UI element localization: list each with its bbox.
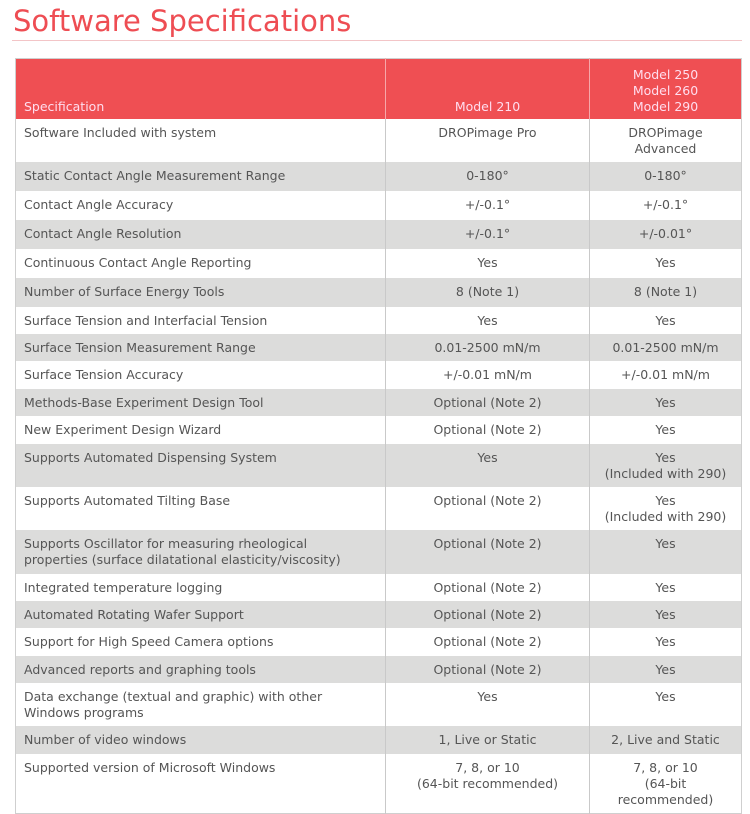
model-250-cell: 2, Live and Static [589,726,742,754]
model-250-cell: 0-180° [589,162,742,191]
model-210-cell: Yes [385,444,590,487]
spec-name-cell: Contact Angle Accuracy [24,197,174,212]
model-250-cell: Yes (Included with 290) [589,444,742,487]
table-row: Integrated temperature logging Optional (… [16,574,742,601]
spec-name-cell: Surface Tension and Interfacial Tension [24,313,268,328]
spec-name-cell: Automated Rotating Wafer Support [15,601,386,628]
spec-name-cell: Number of Surface Energy Tools [15,278,386,307]
spec-name-cell: Software Included with system [24,125,217,140]
spec-name-cell: Integrated temperature logging [24,580,223,595]
page-title: Software Specifications [13,4,352,38]
model-250-cell: Yes [589,683,742,726]
header-model-250-260-290: Model 250 Model 260 Model 290 [589,58,742,119]
model-250-cell: Yes [589,416,742,444]
model-210-cell: +/-0.1° [385,220,590,249]
table-row: Surface Tension Accuracy +/-0.01 mN/m +/-0… [16,361,742,389]
model-210-cell: Optional (Note 2) [385,416,590,444]
model-210-cell: Optional (Note 2) [385,656,590,683]
table-row: Continuous Contact Angle Reporting Yes Yes [16,249,742,278]
spec-name-cell: Contact Angle Resolution [15,220,386,249]
table-row: New Experiment Design Wizard Optional (No… [16,416,742,444]
model-210-cell: 0.01-2500 mN/m [385,334,590,361]
table-header: Specification Model 210 Model 250 Model … [15,58,742,119]
table-row: Advanced reports and graphing tools Optio… [15,656,742,683]
spec-name-cell: Advanced reports and graphing tools [15,656,386,683]
table-row: Automated Rotating Wafer Support Optional… [15,601,742,628]
spec-name-cell: Methods-Base Experiment Design Tool [15,389,386,416]
spec-name-cell: Surface Tension Accuracy [24,367,184,382]
model-250-cell: Yes [589,249,742,278]
header-model-210: Model 210 [385,58,590,119]
model-250-cell: 7, 8, or 10 (64-bit recommended) [589,754,742,814]
table-row: Software Included with system DROPimage P… [16,119,742,162]
spec-table: Specification Model 210 Model 250 Model … [15,58,742,814]
model-250-cell: Yes [589,574,742,601]
model-210-cell: Optional (Note 2) [385,389,590,416]
model-250-cell: Yes [589,656,742,683]
spec-name-cell: Support for High Speed Camera options [24,634,274,649]
model-250-cell: Yes [589,389,742,416]
table-row: Surface Tension and Interfacial Tension Y… [16,307,742,334]
spec-name-cell: New Experiment Design Wizard [24,422,222,437]
model-210-cell: 7, 8, or 10 (64-bit recommended) [385,754,590,814]
model-210-cell: +/-0.01 mN/m [385,361,590,389]
table-row: Static Contact Angle Measurement Range 0-… [15,162,742,191]
table-row: Surface Tension Measurement Range 0.01-25… [15,334,742,361]
spec-name-cell: Continuous Contact Angle Reporting [24,255,252,270]
spec-name-cell: Surface Tension Measurement Range [15,334,386,361]
table-row: Supported version of Microsoft Windows 7,… [16,754,742,814]
model-210-cell: DROPimage Pro [385,119,590,162]
header-specification: Specification [15,58,386,119]
model-210-cell: Optional (Note 2) [385,530,590,574]
spec-name-cell: Supports Automated Dispensing System [15,444,386,487]
title-divider [12,40,742,41]
spec-name-cell: Data exchange (textual and graphic) with… [24,689,323,720]
model-210-cell: Optional (Note 2) [385,574,590,601]
table-row: Methods-Base Experiment Design Tool Optio… [15,389,742,416]
model-210-cell: Optional (Note 2) [385,601,590,628]
model-250-cell: +/-0.01 mN/m [589,361,742,389]
model-210-cell: 1, Live or Static [385,726,590,754]
table-row: Number of video windows 1, Live or Static… [15,726,742,754]
model-250-cell: DROPimage Advanced [589,119,742,162]
spec-name-cell: Supports Oscillator for measuring rheolo… [15,530,386,574]
model-210-cell: Optional (Note 2) [385,487,590,530]
table-row: Contact Angle Accuracy +/-0.1° +/-0.1° [16,191,742,220]
model-210-cell: 8 (Note 1) [385,278,590,307]
model-210-cell: Optional (Note 2) [385,628,590,656]
table-row: Support for High Speed Camera options Opt… [16,628,742,656]
model-250-cell: Yes [589,307,742,334]
table-row: Supports Automated Dispensing System Yes Y… [15,444,742,487]
spec-name-cell: Supported version of Microsoft Windows [24,760,276,775]
table-row: Supports Oscillator for measuring rheolo… [15,530,742,574]
table-row: Contact Angle Resolution +/-0.1° +/-0.01° [15,220,742,249]
model-250-cell: +/-0.01° [589,220,742,249]
table-row: Data exchange (textual and graphic) with… [16,683,742,726]
model-250-cell: Yes [589,601,742,628]
model-210-cell: 0-180° [385,162,590,191]
model-210-cell: Yes [385,307,590,334]
table-row: Supports Automated Tilting Base Optional … [16,487,742,530]
table-row: Number of Surface Energy Tools 8 (Note 1)… [15,278,742,307]
model-210-cell: Yes [385,249,590,278]
spec-name-cell: Number of video windows [15,726,386,754]
model-210-cell: +/-0.1° [385,191,590,220]
model-250-cell: Yes (Included with 290) [589,487,742,530]
spec-name-cell: Static Contact Angle Measurement Range [15,162,386,191]
model-210-cell: Yes [385,683,590,726]
model-250-cell: Yes [589,530,742,574]
model-250-cell: 8 (Note 1) [589,278,742,307]
model-250-cell: 0.01-2500 mN/m [589,334,742,361]
model-250-cell: Yes [589,628,742,656]
model-250-cell: +/-0.1° [589,191,742,220]
spec-name-cell: Supports Automated Tilting Base [24,493,231,508]
